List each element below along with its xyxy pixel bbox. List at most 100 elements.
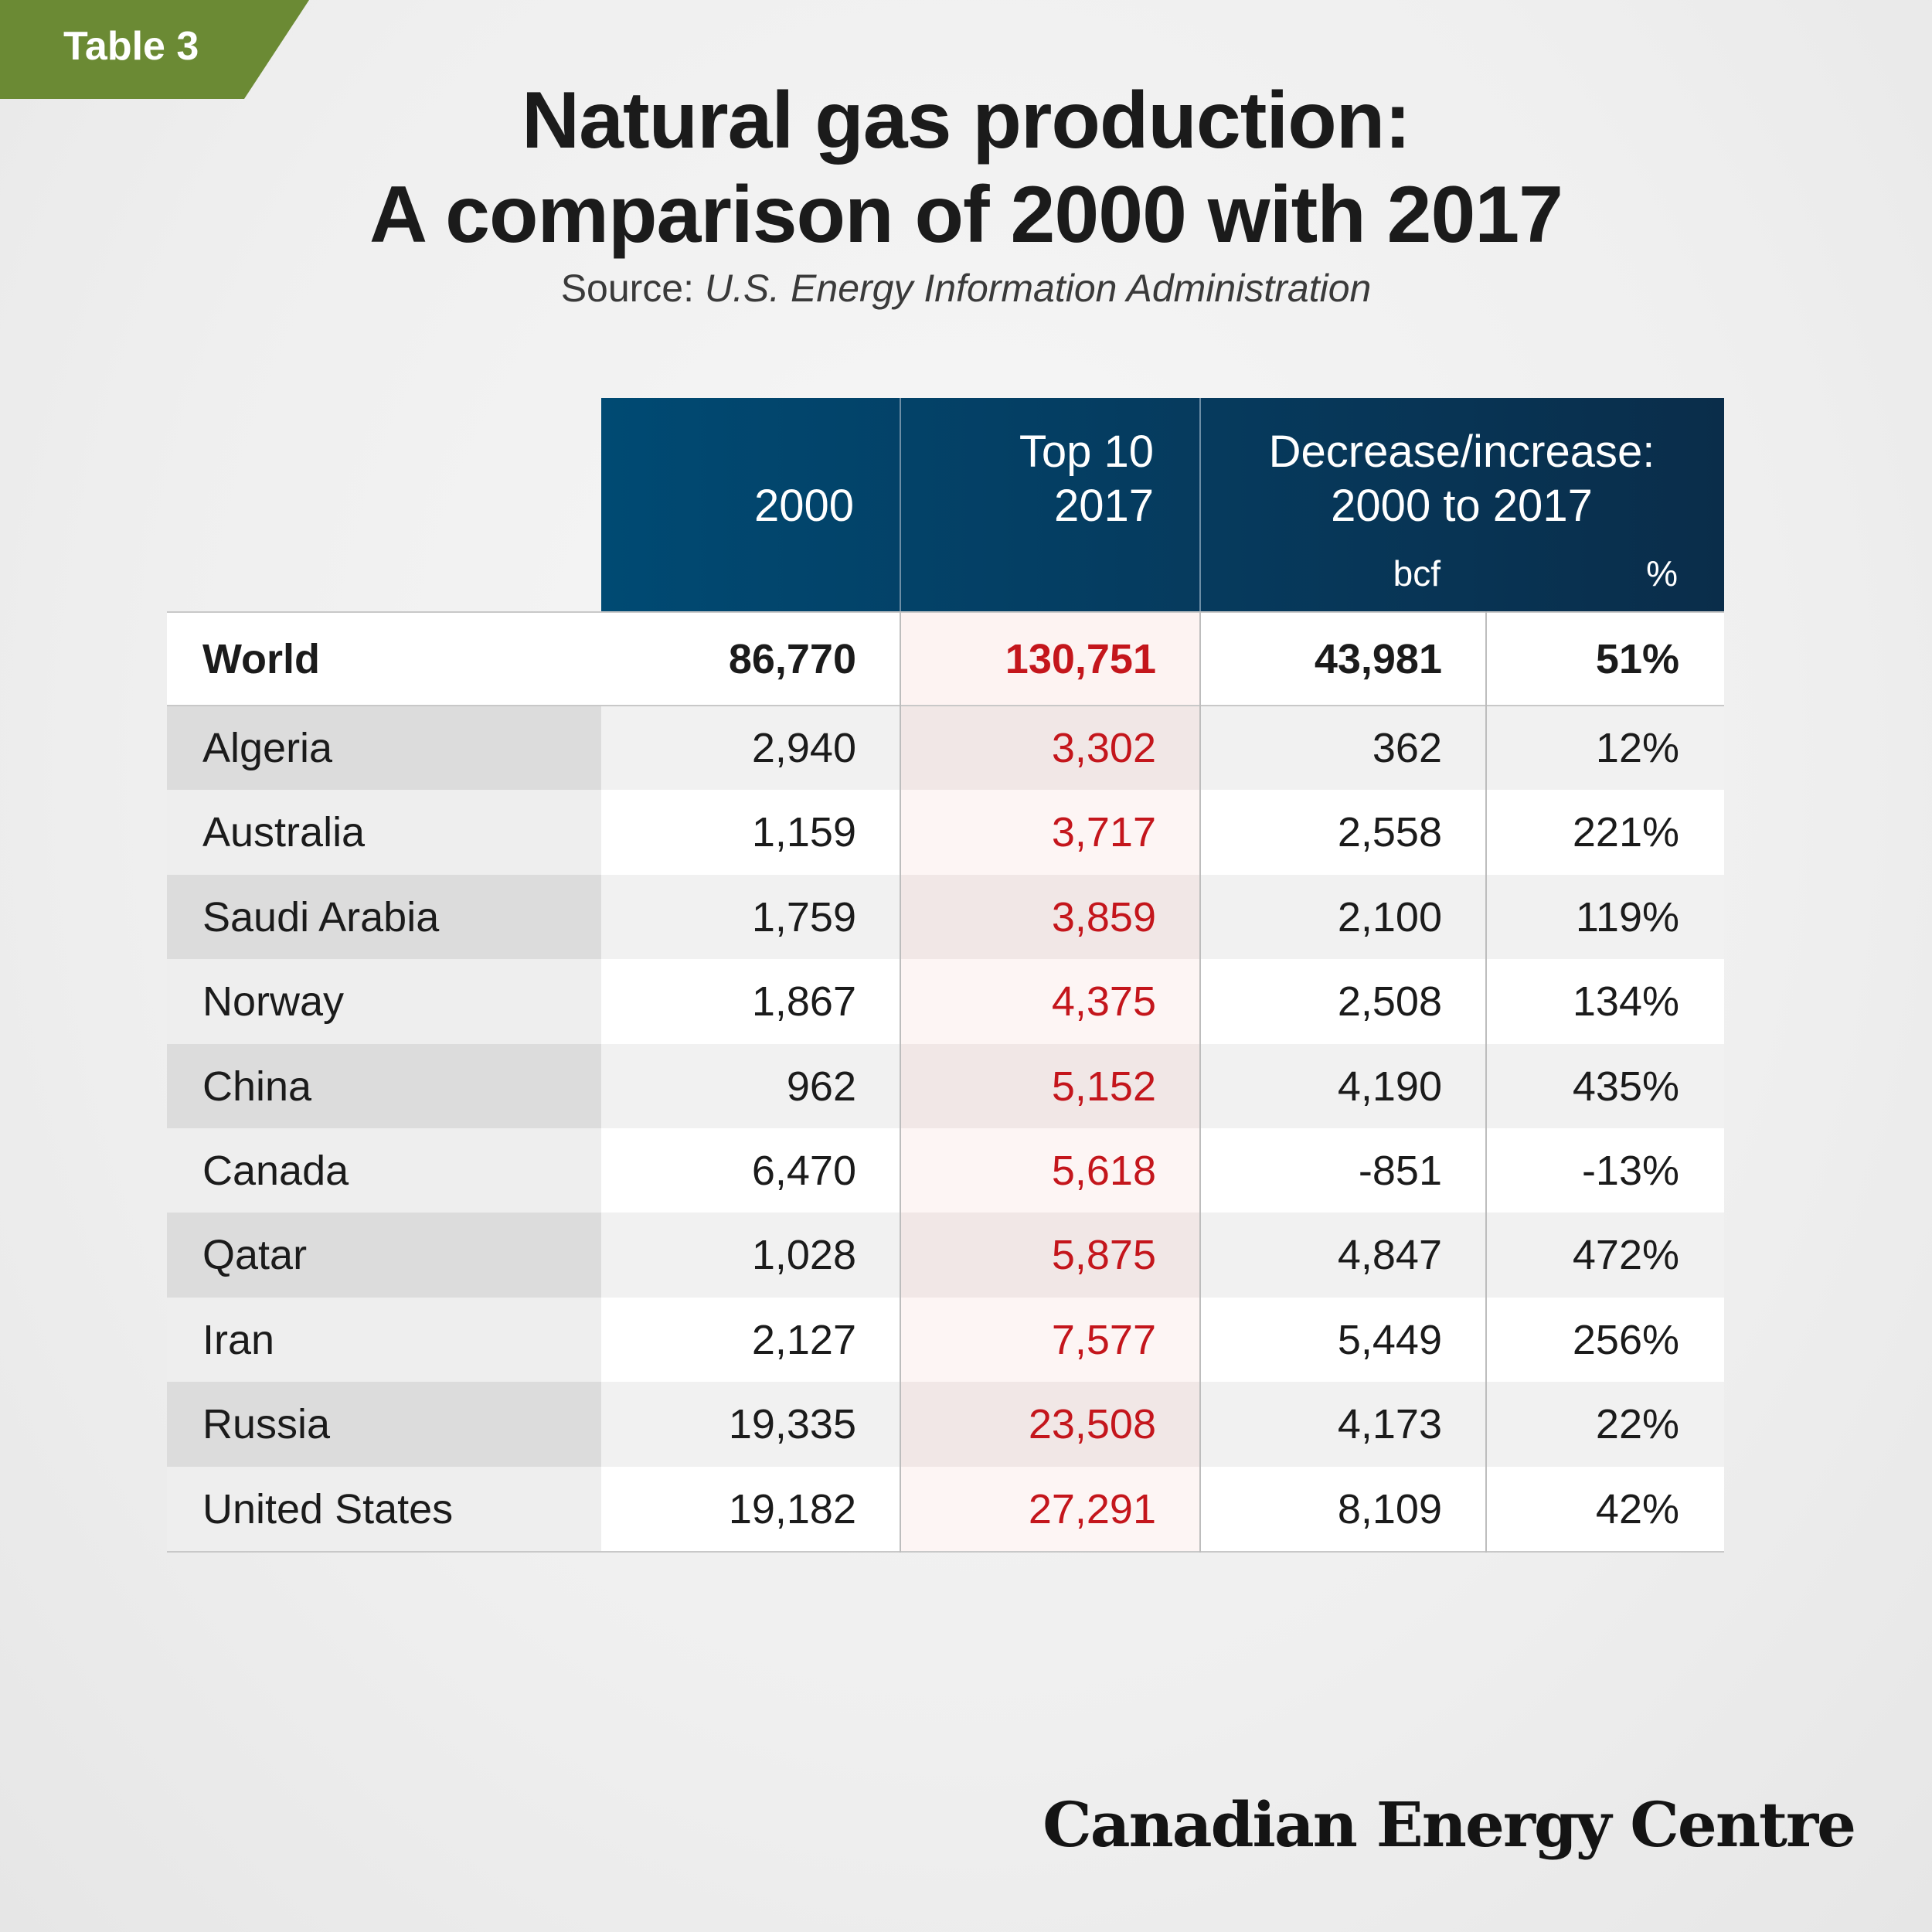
- source-line: Source: U.S. Energy Information Administ…: [0, 266, 1932, 311]
- value-2017: 5,875: [1051, 1232, 1156, 1279]
- value-2017: 3,717: [1051, 809, 1156, 856]
- value-2000-cell: 86,770: [601, 613, 900, 706]
- table-row: Canada 6,470 5,618 -851 -13%: [167, 1128, 1724, 1213]
- value-2000: 1,159: [751, 809, 856, 856]
- change-pct-cell: 51%: [1485, 613, 1724, 706]
- country-name-cell: World: [167, 613, 601, 706]
- country-name: Iran: [202, 1316, 275, 1363]
- value-2000: 2,940: [751, 725, 856, 771]
- value-2000: 86,770: [728, 636, 856, 682]
- value-2017: 23,508: [1028, 1401, 1156, 1448]
- table-row: Norway 1,867 4,375 2,508 134%: [167, 959, 1724, 1044]
- country-name-cell: Norway: [167, 959, 601, 1044]
- change-bcf: 4,173: [1337, 1401, 1442, 1448]
- column-divider: [900, 611, 901, 1553]
- change-bcf: 2,558: [1337, 809, 1442, 856]
- header-2000: 2000: [753, 481, 854, 531]
- country-name-cell: China: [167, 1043, 601, 1128]
- country-name: Qatar: [202, 1232, 308, 1279]
- value-2000-cell: 1,867: [601, 959, 900, 1044]
- header-divider: [900, 398, 901, 611]
- country-name: Russia: [202, 1401, 331, 1448]
- source-name: U.S. Energy Information Administration: [704, 267, 1372, 310]
- change-pct: 221%: [1572, 809, 1679, 856]
- change-pct: 472%: [1572, 1232, 1679, 1279]
- value-2017-cell: 3,717: [900, 790, 1199, 875]
- country-name-cell: Iran: [167, 1297, 601, 1383]
- chart-title: Natural gas production: A comparison of …: [0, 73, 1932, 262]
- value-2000: 1,028: [751, 1232, 856, 1279]
- header-2017: 2017: [1053, 481, 1154, 531]
- value-2000-cell: 962: [601, 1043, 900, 1128]
- table-row: China 962 5,152 4,190 435%: [167, 1043, 1724, 1128]
- change-pct-cell: 42%: [1485, 1466, 1724, 1551]
- change-bcf-cell: 2,508: [1199, 959, 1485, 1044]
- change-bcf: 8,109: [1337, 1485, 1442, 1532]
- country-name: United States: [202, 1485, 454, 1532]
- brand-logo: Canadian Energy Centre: [1043, 1788, 1856, 1861]
- country-name: World: [202, 636, 320, 682]
- world-row-divider: [167, 705, 1724, 706]
- value-2017: 5,618: [1051, 1148, 1156, 1194]
- change-bcf-cell: 4,190: [1199, 1043, 1485, 1128]
- chart-title-line2: A comparison of 2000 with 2017: [369, 170, 1563, 260]
- value-2000-cell: 2,127: [601, 1297, 900, 1383]
- table-row: Australia 1,159 3,717 2,558 221%: [167, 790, 1724, 875]
- change-pct: 42%: [1595, 1485, 1679, 1532]
- change-pct-cell: -13%: [1485, 1128, 1724, 1213]
- value-2017: 7,577: [1051, 1316, 1156, 1363]
- change-pct-cell: 119%: [1485, 874, 1724, 960]
- change-bcf: 2,100: [1337, 893, 1442, 940]
- table-row-world: World 86,770 130,751 43,981 51%: [167, 613, 1724, 706]
- value-2000-cell: 1,028: [601, 1213, 900, 1298]
- change-pct: 22%: [1595, 1401, 1679, 1448]
- value-2000-cell: 1,759: [601, 874, 900, 960]
- value-2017: 3,302: [1051, 725, 1156, 771]
- country-name: Canada: [202, 1148, 349, 1194]
- value-2017: 5,152: [1051, 1063, 1156, 1110]
- change-pct-cell: 22%: [1485, 1382, 1724, 1467]
- change-bcf: 362: [1372, 725, 1442, 771]
- table-header: [601, 398, 1724, 611]
- value-2017-cell: 5,152: [900, 1043, 1199, 1128]
- table-row: Iran 2,127 7,577 5,449 256%: [167, 1297, 1724, 1383]
- change-bcf: 43,981: [1314, 636, 1442, 682]
- change-pct-cell: 134%: [1485, 959, 1724, 1044]
- country-name-cell: United States: [167, 1466, 601, 1551]
- country-name: Australia: [202, 809, 366, 856]
- value-2017: 27,291: [1028, 1485, 1156, 1532]
- value-2017: 4,375: [1051, 978, 1156, 1026]
- value-2000: 2,127: [751, 1316, 856, 1363]
- change-bcf: -851: [1358, 1148, 1442, 1194]
- country-name-cell: Saudi Arabia: [167, 874, 601, 960]
- country-name-cell: Qatar: [167, 1213, 601, 1298]
- change-bcf-cell: 8,109: [1199, 1466, 1485, 1551]
- change-bcf-cell: 43,981: [1199, 613, 1485, 706]
- table-number-tag: Table 3: [0, 0, 309, 99]
- change-pct: -13%: [1581, 1148, 1679, 1194]
- header-unit-pct: %: [1646, 553, 1678, 594]
- country-name-cell: Russia: [167, 1382, 601, 1467]
- chart-title-line1: Natural gas production:: [522, 76, 1411, 165]
- value-2017: 3,859: [1051, 893, 1156, 940]
- value-2000: 6,470: [751, 1148, 856, 1194]
- country-name-cell: Canada: [167, 1128, 601, 1213]
- change-pct: 256%: [1572, 1316, 1679, 1363]
- change-pct: 134%: [1572, 978, 1679, 1026]
- change-pct: 12%: [1595, 725, 1679, 771]
- column-divider: [1199, 611, 1201, 1553]
- change-bcf: 4,190: [1337, 1063, 1442, 1110]
- change-pct: 51%: [1595, 636, 1679, 682]
- change-bcf-cell: 362: [1199, 706, 1485, 791]
- value-2017-cell: 4,375: [900, 959, 1199, 1044]
- value-2017-cell: 5,875: [900, 1213, 1199, 1298]
- table-number-label: Table 3: [63, 24, 199, 69]
- change-pct-cell: 472%: [1485, 1213, 1724, 1298]
- value-2017-cell: 27,291: [900, 1466, 1199, 1551]
- value-2000: 1,759: [751, 893, 856, 940]
- value-2000-cell: 1,159: [601, 790, 900, 875]
- change-bcf-cell: 2,558: [1199, 790, 1485, 875]
- value-2000-cell: 2,940: [601, 706, 900, 791]
- value-2017-cell: 130,751: [900, 613, 1199, 706]
- value-2017-cell: 3,859: [900, 874, 1199, 960]
